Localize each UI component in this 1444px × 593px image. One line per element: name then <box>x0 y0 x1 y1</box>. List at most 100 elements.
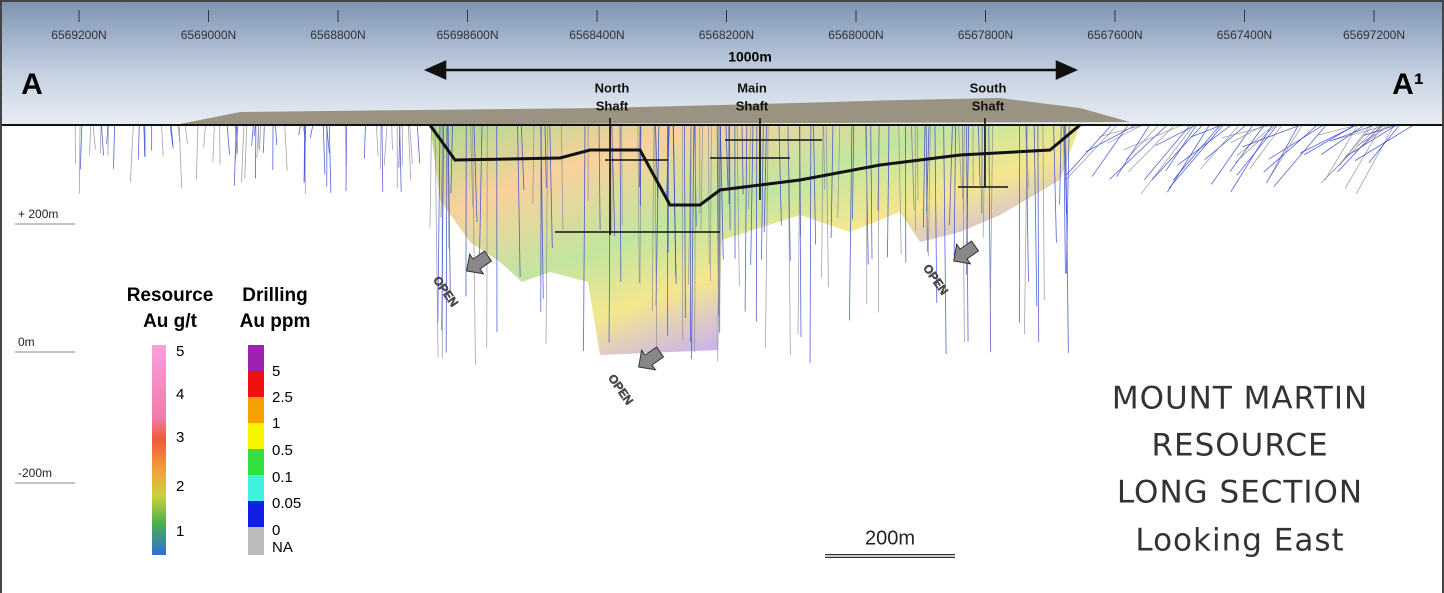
drill-hole <box>1268 125 1302 180</box>
legend-tick-label: 0.1 <box>272 469 293 486</box>
drill-hole <box>323 125 325 174</box>
drill-hole <box>138 125 139 160</box>
drill-hole <box>242 125 244 183</box>
legend-tick-label: 4 <box>176 386 184 403</box>
legend-title: Au g/t <box>143 311 197 332</box>
drill-hole <box>346 125 347 191</box>
legend-tick-label: 0 <box>272 522 280 539</box>
title-line: RESOURCE <box>1151 428 1328 464</box>
open-label: OPEN <box>920 262 951 298</box>
drill-hole <box>263 125 264 153</box>
drill-hole <box>80 125 82 170</box>
northing-label: 6567600N <box>1087 28 1142 42</box>
drill-hole <box>430 125 431 228</box>
drill-hole <box>285 125 287 171</box>
northing-label: 6568000N <box>828 28 883 42</box>
northing-label: 6568400N <box>569 28 624 42</box>
legend-title: Resource <box>127 285 214 306</box>
drill-hole <box>1355 125 1414 161</box>
drill-hole <box>1200 125 1239 169</box>
elevation-label: + 200m <box>18 207 58 221</box>
drill-hole <box>364 125 365 159</box>
drill-hole <box>399 125 400 168</box>
drill-hole <box>310 125 313 138</box>
drill-hole <box>227 125 229 155</box>
drill-hole <box>204 125 206 148</box>
legend-tick-label: 1 <box>272 415 280 432</box>
drill-hole <box>384 125 387 166</box>
long-section: OPEN OPEN OPEN A A¹ 1000m North Shaft Ma… <box>0 0 1444 593</box>
width-label: 1000m <box>728 49 772 65</box>
shaft-label: Shaft <box>736 98 769 113</box>
legend-tick-label: 0.5 <box>272 442 293 459</box>
scale-label: 200m <box>865 527 915 549</box>
drill-hole <box>878 125 879 312</box>
northing-label: 6567800N <box>958 28 1013 42</box>
drill-hole <box>101 125 103 155</box>
northing-label: 6569000N <box>181 28 236 42</box>
legend-title: Au ppm <box>240 311 311 332</box>
section-end: A¹ <box>1392 68 1424 101</box>
drill-hole <box>612 125 613 234</box>
title-line: MOUNT MARTIN <box>1112 381 1368 417</box>
resource-colorbar <box>152 345 166 555</box>
drill-hole <box>1242 125 1300 147</box>
drill-hole <box>299 125 301 135</box>
drill-hole <box>257 125 259 158</box>
title-line: Looking East <box>1135 523 1344 559</box>
legend-tick-label: 0.05 <box>272 495 301 512</box>
drill-hole <box>1124 125 1182 150</box>
legend-tick-label: 5 <box>272 363 280 380</box>
drill-hole <box>1354 125 1387 152</box>
drill-hole <box>255 125 256 178</box>
title-line: LONG SECTION <box>1117 475 1363 511</box>
legend-tick-label: NA <box>272 539 293 556</box>
shaft-label: Shaft <box>596 98 629 113</box>
drill-hole <box>1266 125 1298 183</box>
northing-label: 6567400N <box>1217 28 1272 42</box>
legend-tick-label: 5 <box>176 343 184 360</box>
elevation-lines <box>15 224 75 483</box>
northing-label: 6568800N <box>310 28 365 42</box>
shaft-label: South <box>970 80 1007 95</box>
drill-hole <box>245 125 247 179</box>
drill-hole <box>376 125 378 156</box>
drill-hole <box>392 125 393 150</box>
drill-hole <box>254 125 255 136</box>
drill-hole <box>380 125 381 169</box>
legend-tick-label: 3 <box>176 429 184 446</box>
drill-hole <box>275 125 276 145</box>
drill-hole <box>417 125 419 163</box>
drill-hole <box>1235 125 1276 163</box>
drill-hole <box>260 125 261 150</box>
shaft-label: North <box>595 80 630 95</box>
drill-hole <box>113 125 114 169</box>
northing-label: 65697200N <box>1343 28 1405 42</box>
drill-hole <box>196 125 197 180</box>
open-label: OPEN <box>430 274 461 310</box>
drill-hole <box>90 125 91 155</box>
drill-hole <box>252 125 254 146</box>
drill-hole <box>1211 125 1252 184</box>
elevation-label: -200m <box>18 466 52 480</box>
drill-hole <box>329 125 331 193</box>
legend-tick-label: 2.5 <box>272 389 293 406</box>
shaft-label: Main <box>737 80 767 95</box>
legend-tick-label: 1 <box>176 523 184 540</box>
northing-label: 65698600N <box>436 28 498 42</box>
northing-label: 6569200N <box>51 28 106 42</box>
drilling-colorbar <box>248 345 264 555</box>
drill-hole <box>1231 125 1272 192</box>
drill-hole <box>382 125 383 192</box>
drill-hole <box>213 125 215 162</box>
drill-hole <box>1205 125 1247 160</box>
drill-hole <box>179 125 182 188</box>
elevation-label: 0m <box>18 335 35 349</box>
drill-hole <box>162 125 164 156</box>
drill-hole <box>93 125 95 150</box>
drill-hole <box>100 125 101 154</box>
legend-title: Drilling <box>242 285 307 306</box>
drill-hole <box>185 125 187 144</box>
drill-hole <box>79 125 80 194</box>
drill-hole <box>130 125 133 182</box>
